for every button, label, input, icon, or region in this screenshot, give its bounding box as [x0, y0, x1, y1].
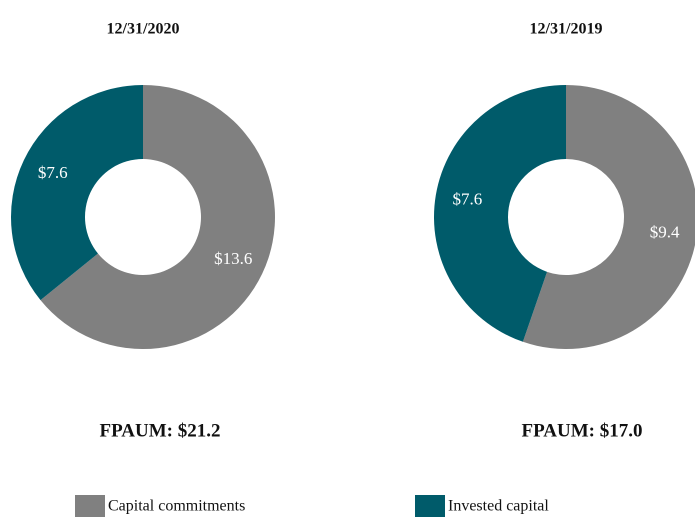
legend-swatch: [415, 495, 445, 517]
legend-swatch: [75, 495, 105, 517]
data-label: $7.6: [38, 163, 68, 182]
chart-title: 12/31/2020: [107, 21, 180, 38]
chart-title: 12/31/2019: [530, 21, 603, 38]
data-label: $9.4: [650, 222, 680, 241]
data-label: $13.6: [214, 249, 252, 268]
donut-slice: [40, 85, 275, 349]
annotation: FPAUM: $21.2: [99, 420, 220, 441]
donut-slice: [522, 85, 695, 349]
annotation: FPAUM: $17.0: [521, 420, 642, 441]
legend-label: Invested capital: [448, 498, 549, 515]
legend-label: Capital commitments: [108, 498, 245, 515]
donut-slice: [10, 85, 143, 301]
data-label: $7.6: [453, 189, 483, 208]
donut-slice: [434, 85, 566, 342]
